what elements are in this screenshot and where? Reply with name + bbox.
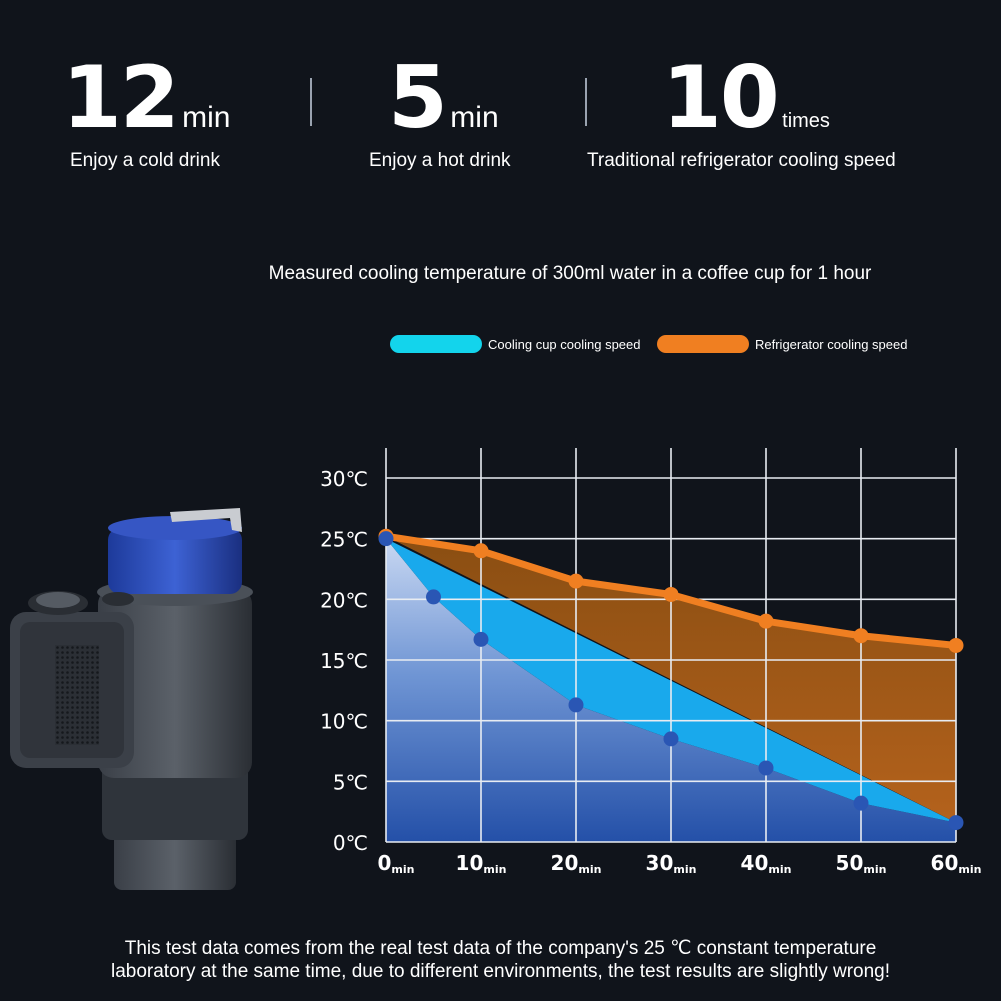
legend-label-refrigerator: Refrigerator cooling speed — [755, 336, 908, 352]
stat-speed-unit: times — [782, 110, 830, 132]
y-tick-label: 0℃ — [333, 831, 368, 855]
chart-title: Measured cooling temperature of 300ml wa… — [268, 263, 872, 284]
refrigerator-point — [758, 613, 774, 629]
chart-plot-area: 0℃ 5℃ 10℃ 15℃ 20℃ 25℃ 30℃ 0min 10min 20min 30min 40… — [320, 448, 981, 876]
y-tick-label: 5℃ — [333, 770, 368, 794]
x-tick-label: 30min — [646, 851, 697, 876]
cooling-cup-point — [473, 631, 489, 647]
refrigerator-point — [473, 543, 489, 559]
y-tick-label: 25℃ — [320, 528, 368, 552]
y-tick-label: 20℃ — [320, 588, 368, 612]
cooling-cup-point — [378, 531, 394, 547]
stat-hot-caption: Enjoy a hot drink — [369, 150, 511, 171]
stat-speed-value: 10 — [662, 48, 780, 148]
x-tick-label: 0min — [378, 851, 415, 876]
legend-cooling-cup: Cooling cup cooling speed — [390, 334, 641, 354]
refrigerator-point — [948, 637, 964, 653]
legend-swatch-refrigerator — [657, 335, 749, 353]
stat-cold-unit: min — [182, 101, 231, 134]
stat-divider — [310, 78, 312, 126]
x-tick-label: 50min — [836, 851, 887, 876]
stat-cold-value: 12 — [62, 48, 180, 148]
cooling-cup-point — [568, 697, 584, 713]
cooling-cup-point — [426, 589, 441, 605]
legend-swatch-cooling-cup — [390, 335, 482, 353]
legend-label-cooling-cup: Cooling cup cooling speed — [488, 336, 641, 352]
stat-hot-unit: min — [450, 101, 499, 134]
legend-refrigerator: Refrigerator cooling speed — [657, 334, 907, 354]
y-tick-label: 30℃ — [320, 467, 368, 491]
x-tick-label: 10min — [456, 851, 507, 876]
stat-speed-caption: Traditional refrigerator cooling speed — [587, 150, 896, 171]
y-tick-label: 10℃ — [320, 710, 368, 734]
stat-hot-drink: 5 min Enjoy a hot drink — [369, 48, 511, 171]
cooling-cup-point — [853, 795, 869, 811]
refrigerator-point — [853, 628, 869, 644]
refrigerator-point — [663, 586, 679, 602]
stat-cold-drink: 12 min Enjoy a cold drink — [62, 48, 231, 171]
cooling-cup-point — [758, 760, 774, 776]
refrigerator-point — [568, 573, 584, 589]
cooling-cup-point — [663, 731, 679, 747]
x-tick-label: 20min — [551, 851, 602, 876]
footnote: This test data comes from the real test … — [0, 937, 1001, 983]
cooling-cup-point — [948, 815, 964, 831]
x-tick-label: 40min — [741, 851, 792, 876]
y-tick-label: 15℃ — [320, 649, 368, 673]
plot-background — [386, 538, 956, 842]
stat-cold-caption: Enjoy a cold drink — [70, 150, 220, 171]
footnote-line-1: This test data comes from the real test … — [124, 938, 877, 959]
x-tick-label: 60min — [931, 851, 982, 876]
stat-divider — [585, 78, 587, 126]
stat-speed: 10 times Traditional refrigerator coolin… — [587, 48, 896, 171]
footnote-line-2: laboratory at the same time, due to diff… — [110, 961, 891, 982]
stat-hot-value: 5 — [388, 48, 448, 148]
